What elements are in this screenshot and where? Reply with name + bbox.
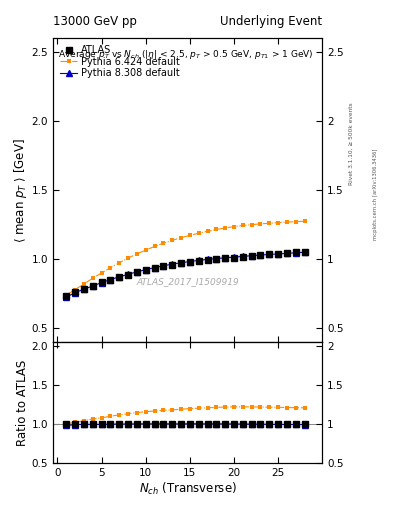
Pythia 8.308 default: [73, 289, 77, 295]
Pythia 6.424 default: [161, 240, 166, 246]
Line: Pythia 8.308 default: Pythia 8.308 default: [64, 249, 307, 300]
ATLAS: [143, 267, 148, 273]
Line: Pythia 6.424 default: Pythia 6.424 default: [64, 219, 307, 297]
Pythia 8.308 default: [134, 269, 139, 275]
ATLAS: [294, 249, 298, 255]
Pythia 6.424 default: [302, 218, 307, 224]
Pythia 8.308 default: [179, 260, 184, 266]
Text: mcplots.cern.ch [arXiv:1306.3436]: mcplots.cern.ch [arXiv:1306.3436]: [373, 149, 378, 240]
Pythia 6.424 default: [231, 224, 236, 230]
Pythia 8.308 default: [214, 255, 219, 262]
ATLAS: [205, 257, 210, 263]
Pythia 6.424 default: [126, 255, 130, 261]
Pythia 8.308 default: [267, 251, 272, 258]
Pythia 6.424 default: [117, 260, 121, 266]
Pythia 6.424 default: [187, 232, 192, 239]
ATLAS: [73, 289, 77, 295]
Pythia 6.424 default: [64, 292, 69, 298]
ATLAS: [187, 259, 192, 265]
Pythia 8.308 default: [90, 283, 95, 289]
Text: Underlying Event: Underlying Event: [220, 15, 322, 28]
Pythia 6.424 default: [294, 219, 298, 225]
ATLAS: [90, 283, 95, 289]
Pythia 6.424 default: [276, 220, 281, 226]
ATLAS: [214, 256, 219, 262]
Pythia 6.424 default: [241, 222, 245, 228]
Pythia 6.424 default: [73, 286, 77, 292]
Pythia 6.424 default: [152, 243, 157, 249]
Pythia 6.424 default: [108, 265, 113, 271]
X-axis label: $N_{ch}$ (Transverse): $N_{ch}$ (Transverse): [139, 481, 237, 497]
Pythia 8.308 default: [143, 267, 148, 273]
ATLAS: [285, 250, 289, 256]
Pythia 8.308 default: [285, 250, 289, 257]
Pythia 8.308 default: [223, 254, 228, 261]
Pythia 6.424 default: [258, 221, 263, 227]
ATLAS: [99, 279, 104, 285]
ATLAS: [108, 276, 113, 283]
Pythia 8.308 default: [126, 271, 130, 278]
ATLAS: [249, 253, 254, 259]
Pythia 8.308 default: [294, 250, 298, 256]
Pythia 8.308 default: [196, 258, 201, 264]
Pythia 6.424 default: [179, 234, 184, 241]
Pythia 6.424 default: [143, 247, 148, 253]
ATLAS: [302, 248, 307, 254]
Pythia 8.308 default: [64, 294, 69, 301]
Pythia 8.308 default: [152, 265, 157, 271]
ATLAS: [134, 269, 139, 275]
Pythia 6.424 default: [90, 275, 95, 281]
Text: ATLAS_2017_I1509919: ATLAS_2017_I1509919: [136, 276, 239, 286]
ATLAS: [258, 252, 263, 258]
Pythia 8.308 default: [241, 253, 245, 260]
Pythia 8.308 default: [170, 261, 174, 267]
ATLAS: [276, 250, 281, 257]
ATLAS: [223, 255, 228, 262]
Pythia 6.424 default: [285, 219, 289, 225]
Pythia 6.424 default: [223, 225, 228, 231]
ATLAS: [152, 265, 157, 271]
Text: Average $p_T$ vs $N_{ch}$ ($|\eta|$ < 2.5, $p_T$ > 0.5 GeV, $p_{T1}$ > 1 GeV): Average $p_T$ vs $N_{ch}$ ($|\eta|$ < 2.…: [59, 48, 314, 60]
Pythia 6.424 default: [196, 230, 201, 237]
ATLAS: [82, 286, 86, 292]
Pythia 8.308 default: [258, 252, 263, 258]
ATLAS: [117, 274, 121, 280]
ATLAS: [267, 251, 272, 257]
Pythia 8.308 default: [99, 280, 104, 286]
Pythia 6.424 default: [205, 228, 210, 234]
Pythia 8.308 default: [231, 254, 236, 260]
Pythia 8.308 default: [249, 252, 254, 259]
Line: ATLAS: ATLAS: [64, 249, 307, 298]
Y-axis label: Ratio to ATLAS: Ratio to ATLAS: [16, 359, 29, 446]
Text: Rivet 3.1.10, ≥ 500k events: Rivet 3.1.10, ≥ 500k events: [349, 102, 354, 185]
Text: 13000 GeV pp: 13000 GeV pp: [53, 15, 137, 28]
ATLAS: [241, 253, 245, 260]
Pythia 6.424 default: [170, 238, 174, 244]
ATLAS: [126, 271, 130, 278]
Pythia 6.424 default: [267, 220, 272, 226]
Pythia 8.308 default: [205, 257, 210, 263]
Pythia 8.308 default: [302, 249, 307, 255]
Pythia 8.308 default: [108, 276, 113, 283]
Pythia 6.424 default: [249, 222, 254, 228]
ATLAS: [64, 292, 69, 298]
Pythia 8.308 default: [117, 274, 121, 280]
Pythia 6.424 default: [214, 226, 219, 232]
ATLAS: [161, 263, 166, 269]
Y-axis label: $\langle$ mean $p_T$ $\rangle$ [GeV]: $\langle$ mean $p_T$ $\rangle$ [GeV]: [12, 138, 29, 243]
Pythia 8.308 default: [161, 263, 166, 269]
ATLAS: [196, 258, 201, 264]
Pythia 6.424 default: [82, 281, 86, 287]
ATLAS: [231, 254, 236, 261]
ATLAS: [170, 262, 174, 268]
Pythia 6.424 default: [134, 251, 139, 257]
Pythia 8.308 default: [276, 251, 281, 257]
Pythia 6.424 default: [99, 270, 104, 276]
Pythia 8.308 default: [187, 259, 192, 265]
Pythia 8.308 default: [82, 286, 86, 292]
Legend: ATLAS, Pythia 6.424 default, Pythia 8.308 default: ATLAS, Pythia 6.424 default, Pythia 8.30…: [58, 43, 182, 80]
ATLAS: [179, 260, 184, 266]
